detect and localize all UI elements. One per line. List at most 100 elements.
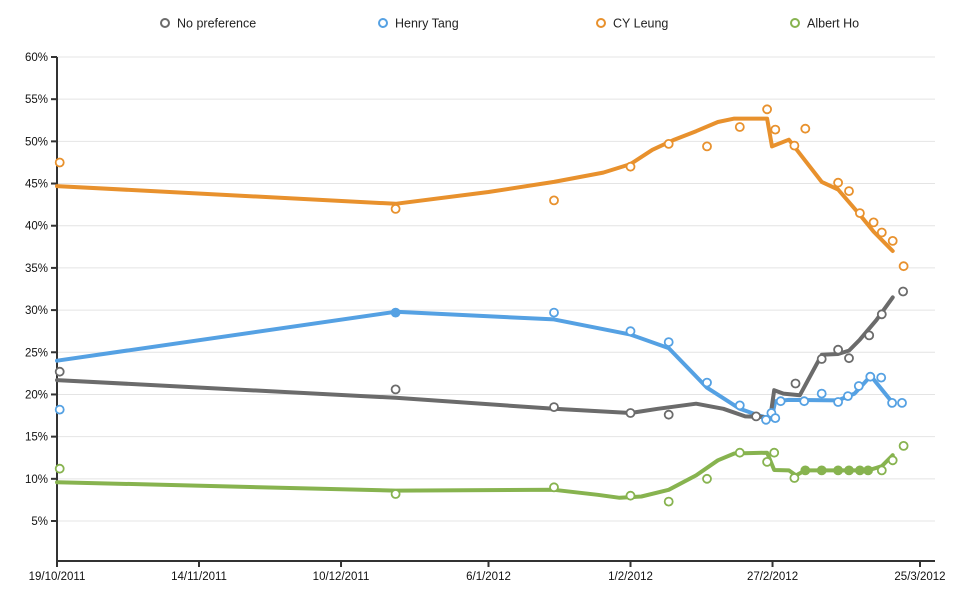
data-point-no-preference[interactable]: [625, 408, 636, 418]
y-axis-label: 55%: [25, 94, 48, 106]
data-point-albert-ho[interactable]: [663, 496, 674, 507]
data-point-albert-ho[interactable]: [833, 465, 843, 476]
data-point-henry-tang[interactable]: [549, 307, 559, 318]
data-point-cy-leung[interactable]: [762, 104, 772, 115]
legend-label-cy-leung: CY Leung: [613, 17, 668, 31]
data-point-cy-leung[interactable]: [390, 203, 401, 214]
data-point-cy-leung[interactable]: [702, 141, 712, 152]
data-point-cy-leung[interactable]: [833, 177, 843, 188]
data-point-cy-leung[interactable]: [663, 138, 674, 149]
data-point-cy-leung[interactable]: [734, 122, 745, 132]
data-point-albert-ho[interactable]: [769, 447, 780, 458]
y-axis-label: 20%: [25, 389, 48, 401]
data-point-cy-leung[interactable]: [898, 261, 909, 272]
legend-marker-henry-tang-icon: [378, 18, 388, 28]
data-point-henry-tang[interactable]: [702, 377, 712, 388]
data-point-cy-leung[interactable]: [789, 140, 800, 151]
data-point-cy-leung[interactable]: [844, 186, 854, 197]
y-axis-label: 5%: [31, 516, 48, 528]
data-point-no-preference[interactable]: [790, 378, 801, 389]
data-point-no-preference[interactable]: [833, 344, 843, 355]
data-point-henry-tang[interactable]: [843, 391, 853, 402]
data-point-albert-ho[interactable]: [800, 465, 811, 476]
data-point-cy-leung[interactable]: [800, 123, 811, 134]
data-point-cy-leung[interactable]: [549, 195, 559, 206]
series-line-no-preference: [55, 295, 895, 420]
data-point-no-preference[interactable]: [816, 354, 827, 364]
data-point-no-preference[interactable]: [390, 384, 401, 395]
data-point-henry-tang[interactable]: [54, 404, 65, 415]
y-axis-label: 35%: [25, 263, 48, 275]
data-point-albert-ho[interactable]: [898, 440, 909, 451]
data-point-albert-ho[interactable]: [762, 456, 772, 467]
data-point-albert-ho[interactable]: [844, 465, 854, 476]
data-point-cy-leung[interactable]: [876, 227, 887, 238]
data-point-henry-tang[interactable]: [853, 381, 864, 391]
data-point-albert-ho[interactable]: [625, 490, 636, 501]
data-point-henry-tang[interactable]: [761, 414, 771, 425]
data-point-henry-tang[interactable]: [663, 337, 674, 348]
y-axis-label: 45%: [25, 179, 48, 191]
y-axis-label: 25%: [25, 347, 48, 359]
legend-marker-cy-leung-icon: [596, 18, 606, 28]
data-point-henry-tang[interactable]: [876, 372, 887, 383]
data-point-albert-ho[interactable]: [887, 455, 898, 466]
data-point-henry-tang[interactable]: [390, 307, 401, 318]
data-point-henry-tang[interactable]: [734, 400, 745, 411]
series-line-cy-leung: [55, 116, 895, 253]
x-axis-label: 25/3/2012: [894, 571, 945, 583]
legend-item-henry-tang[interactable]: Henry Tang: [378, 17, 459, 31]
legend-item-cy-leung[interactable]: CY Leung: [596, 17, 668, 31]
data-point-albert-ho[interactable]: [876, 465, 887, 476]
data-point-no-preference[interactable]: [549, 402, 559, 413]
y-axis-label: 30%: [25, 305, 48, 317]
data-point-no-preference[interactable]: [864, 330, 875, 341]
data-point-no-preference[interactable]: [876, 309, 887, 320]
data-point-henry-tang[interactable]: [799, 396, 810, 407]
data-point-albert-ho[interactable]: [549, 482, 559, 493]
legend-item-albert-ho[interactable]: Albert Ho: [790, 17, 859, 31]
legend-label-henry-tang: Henry Tang: [395, 17, 459, 31]
data-point-cy-leung[interactable]: [770, 124, 781, 135]
data-point-cy-leung[interactable]: [868, 217, 879, 228]
data-point-albert-ho[interactable]: [789, 473, 800, 483]
y-axis-label: 15%: [25, 432, 48, 444]
data-point-albert-ho[interactable]: [863, 465, 873, 476]
data-point-no-preference[interactable]: [663, 409, 674, 420]
data-point-albert-ho[interactable]: [816, 465, 827, 476]
data-point-henry-tang[interactable]: [775, 396, 786, 407]
data-point-no-preference[interactable]: [898, 286, 908, 297]
data-point-henry-tang[interactable]: [887, 397, 897, 408]
series-line-albert-ho: [55, 450, 895, 500]
data-point-henry-tang[interactable]: [625, 326, 636, 337]
x-axis-label: 27/2/2012: [747, 571, 798, 583]
data-point-cy-leung[interactable]: [54, 157, 65, 168]
data-point-henry-tang[interactable]: [816, 388, 827, 399]
data-point-no-preference[interactable]: [844, 353, 854, 364]
y-axis-label: 50%: [25, 136, 48, 148]
x-axis-label: 14/11/2011: [171, 571, 227, 583]
y-axis-label: 40%: [25, 221, 48, 233]
data-point-albert-ho[interactable]: [390, 489, 401, 499]
y-axis-label: 60%: [25, 52, 48, 64]
data-point-no-preference[interactable]: [54, 366, 65, 377]
legend-marker-no-preference-icon: [160, 18, 170, 28]
data-point-albert-ho[interactable]: [855, 465, 865, 476]
data-point-henry-tang[interactable]: [770, 413, 781, 424]
data-point-cy-leung[interactable]: [855, 208, 865, 219]
data-point-henry-tang[interactable]: [833, 397, 843, 407]
x-axis-label: 19/10/2011: [29, 571, 86, 583]
data-point-albert-ho[interactable]: [54, 463, 65, 474]
data-point-henry-tang[interactable]: [897, 397, 907, 408]
legend-item-no-preference[interactable]: No preference: [160, 17, 256, 31]
data-point-albert-ho[interactable]: [702, 473, 712, 484]
data-point-cy-leung[interactable]: [625, 161, 636, 172]
data-point-albert-ho[interactable]: [734, 447, 745, 458]
y-axis-label: 10%: [25, 474, 48, 486]
x-axis-label: 10/12/2011: [313, 571, 370, 583]
data-point-no-preference[interactable]: [751, 411, 761, 422]
data-point-henry-tang[interactable]: [865, 371, 876, 382]
data-point-cy-leung[interactable]: [887, 235, 898, 246]
